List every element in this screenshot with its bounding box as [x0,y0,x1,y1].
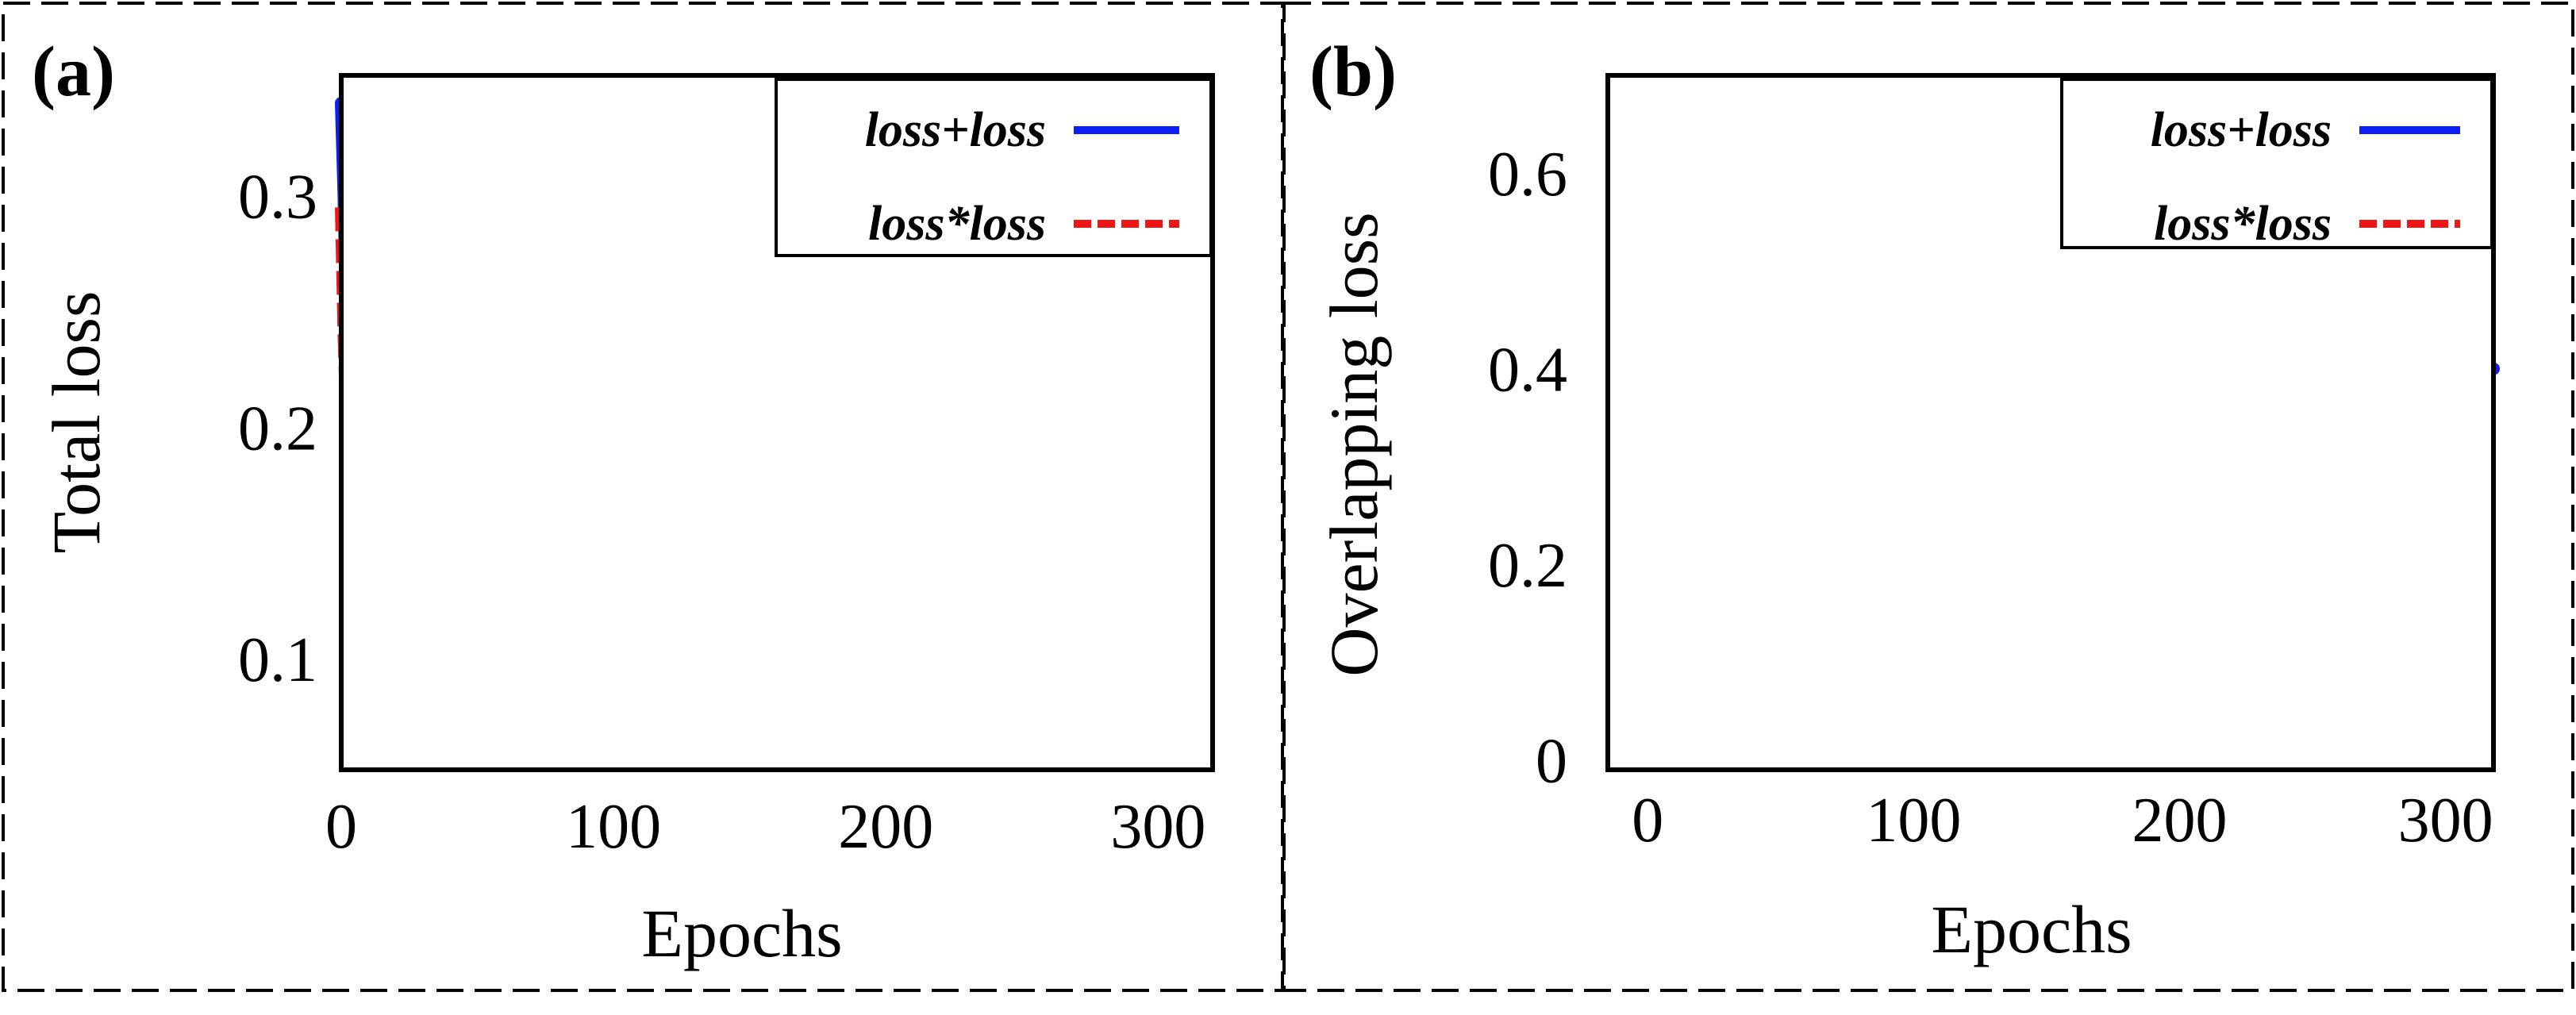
panel-a-xtick-label: 100 [566,792,661,862]
panel-b-frame [1282,2,2574,992]
panel-a-label: (a) [32,33,115,111]
panel-a-legend-label-sum: loss+loss [865,103,1046,157]
panel-b-ytick-label: 0 [1536,727,1567,797]
panel-b-x-axis-title: Epochs [1931,891,2132,967]
panel-b-ytick-label: 0.2 [1488,531,1567,601]
panel-b-label: (b) [1309,33,1397,111]
panel-a-y-axis-title: Total loss [38,291,114,554]
panel-a-legend-label-product: loss*loss [868,197,1046,251]
panel-b-ytick-label: 0.6 [1488,140,1567,210]
panel-b-xtick-label: 200 [2132,786,2228,855]
panel-b-ytick-label: 0.4 [1488,336,1567,406]
panel-a-xtick-label: 300 [1110,792,1205,862]
panel-b-legend-label-product: loss*loss [2154,197,2332,251]
panel-b-xtick-label: 0 [1632,786,1663,855]
panel-a-ytick-label: 0.2 [238,394,317,463]
panel-b-y-axis-title: Overlapping loss [1316,212,1392,676]
panel-b-legend-label-sum: loss+loss [2151,103,2332,157]
panel-b-legend [2060,78,2493,249]
panel-a-chart: 0 100 200 300 0.1 0.2 0.3 Epochs Total loss loss+… [38,73,1215,971]
panel-a-xtick-label: 0 [325,792,357,862]
panel-b-axes-frame [1605,73,2496,772]
panel-a-xtick-label: 200 [838,792,933,862]
panel-b-xtick-label: 100 [1866,786,1961,855]
panel-b-xtick-label: 300 [2398,786,2493,855]
panel-a-x-axis-title: Epochs [641,895,842,971]
panel-a-ytick-label: 0.3 [238,163,317,233]
panel-b-chart: 0 100 200 300 0 0.2 0.4 0.6 Epochs Overlapping lo… [1316,73,2500,967]
panel-a-ytick-label: 0.1 [238,625,317,695]
